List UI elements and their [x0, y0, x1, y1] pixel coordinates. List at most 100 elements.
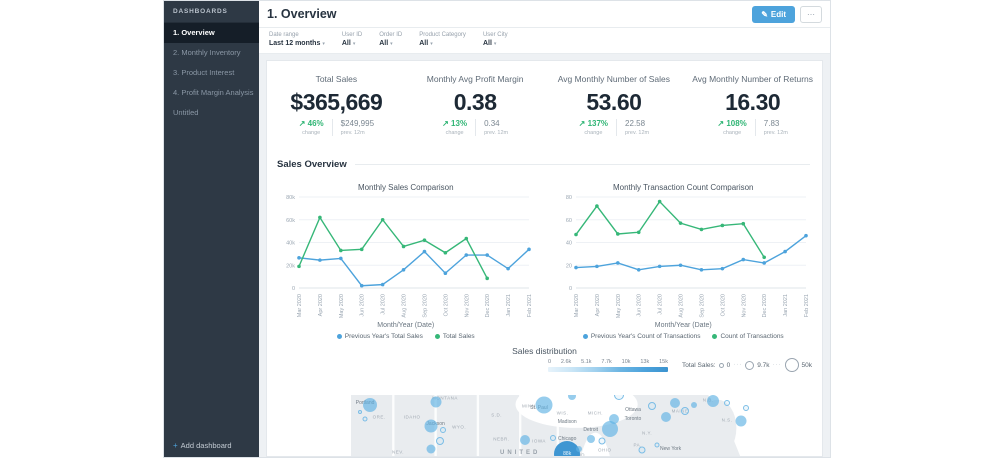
filter-bar: Date range Last 12 months ▾ User ID All ▾ …: [259, 28, 830, 54]
sidebar-spacer: [164, 123, 259, 433]
chart-title: Monthly Sales Comparison: [357, 183, 454, 192]
plus-icon: +: [173, 440, 178, 450]
color-scale-bar: [547, 367, 668, 372]
sidebar-nav: 1. Overview 2. Monthly Inventory 3. Produc…: [164, 23, 259, 123]
size-stop-value: 50k: [801, 361, 812, 369]
map-region-label: MICH.: [587, 410, 604, 416]
map-region-label: NEBR.: [493, 436, 510, 442]
kpi-value: 53.60: [586, 89, 642, 115]
map-region-label: IOWA: [532, 438, 546, 444]
sidebar-item[interactable]: 1. Overview: [164, 23, 259, 43]
kpi-title: Total Sales: [315, 74, 358, 84]
svg-text:Aug 2020: Aug 2020: [679, 294, 685, 318]
map-region-label: PA.: [633, 442, 642, 448]
svg-text:60: 60: [566, 218, 572, 224]
chevron-down-icon: ▾: [352, 40, 356, 47]
charts-row: Monthly Sales Comparison 0 20k 40k 60k 80k Ma…: [267, 173, 822, 340]
chart-widget[interactable]: Monthly Sales Comparison 0 20k 40k 60k 80k Ma…: [267, 173, 545, 340]
map-landmass: [351, 395, 821, 456]
filter-dropdown[interactable]: Order ID All ▾: [379, 32, 402, 48]
kpi-previous: 22.58 prev. 12m: [625, 119, 650, 136]
app-window: DASHBOARDS 1. Overview 2. Monthly Invento…: [163, 0, 831, 458]
sidebar-item[interactable]: 2. Monthly Inventory: [173, 48, 241, 57]
widget-card: Total Sales $365,669 ↗ 46% change $249,9…: [266, 60, 823, 457]
sidebar-item[interactable]: 4. Profit Margin Analysis: [173, 88, 254, 97]
scale-tick: 2.6k: [560, 359, 572, 365]
kpi-row: Total Sales $365,669 ↗ 46% change $249,9…: [267, 61, 822, 151]
svg-text:Apr 2020: Apr 2020: [318, 294, 324, 316]
chevron-down-icon: ▾: [390, 40, 393, 47]
kpi-change: ↗ 46% change: [299, 119, 333, 136]
filter-label: Order ID: [379, 32, 403, 39]
legend-dot-icon: [712, 334, 718, 339]
map-region-label: WIS.: [556, 410, 569, 416]
map-bubble: [430, 396, 442, 408]
line-chart-svg: 0 20 40 60 80 Mar 2020 Apr 2020 May 2020 Jun 202…: [566, 195, 810, 318]
legend-dot-icon: [582, 334, 588, 339]
kpi-sub-row: ↗ 46% change $249,995 prev. 12m: [267, 119, 406, 136]
svg-text:40k: 40k: [286, 241, 295, 247]
map-bubble: [424, 419, 438, 432]
svg-text:May 2020: May 2020: [616, 294, 622, 318]
map-bubble: [742, 404, 749, 411]
filter-dropdown[interactable]: Date range Last 12 months ▾: [269, 32, 325, 48]
scale-tick: 0: [547, 359, 552, 365]
sidebar-item[interactable]: 3. Product Interest: [173, 68, 235, 77]
edit-button[interactable]: ✎ Edit: [752, 5, 795, 23]
color-scale-legend: 0 2.6k 5.1k 7.7k 10k 13k 15k: [547, 359, 668, 372]
color-scale-ticks: 0 2.6k 5.1k 7.7k 10k 13k 15k: [548, 359, 668, 365]
x-axis-label: Month/Year (Date): [377, 322, 435, 329]
map-region-label: MONTANA: [432, 395, 458, 401]
section-divider: [354, 163, 810, 165]
size-legend-label: Total Sales:: [681, 361, 716, 369]
map-bubble: [586, 434, 595, 443]
pencil-icon: ✎: [761, 9, 768, 19]
kpi-title: Avg Monthly Number of Sales: [557, 74, 671, 84]
size-circle-icon: [718, 362, 724, 368]
svg-text:Sep 2020: Sep 2020: [422, 294, 428, 318]
chart-legend: Previous Year's Total Sales Total Sales: [336, 333, 475, 340]
map-bubble: [535, 396, 553, 414]
map-city-label: Chicago: [558, 435, 577, 442]
filter-label: Date range: [269, 32, 299, 39]
svg-text:Oct 2020: Oct 2020: [443, 294, 449, 316]
map-bubble: [358, 410, 363, 415]
svg-text:Sep 2020: Sep 2020: [700, 294, 706, 318]
svg-text:Oct 2020: Oct 2020: [721, 294, 727, 316]
add-dashboard-button[interactable]: + Add dashboard: [164, 433, 259, 457]
filter-value: All ▾: [379, 39, 393, 47]
map-bubble: [598, 437, 606, 445]
filter-label: Product Category: [419, 32, 466, 39]
svg-text:Feb 2021: Feb 2021: [527, 294, 533, 317]
map-region-label: S.D.: [491, 412, 503, 418]
chart-widget[interactable]: Monthly Transaction Count Comparison 0 20…: [545, 173, 823, 340]
filter-value: All ▾: [482, 39, 497, 47]
kpi-previous: 7.83 prev. 12m: [763, 119, 788, 136]
sidebar-item[interactable]: Untitled: [173, 108, 199, 117]
section-header: Sales Overview: [277, 157, 810, 171]
map-bubble: [654, 442, 659, 448]
legend-item: Total Sales: [434, 333, 475, 340]
filter-dropdown[interactable]: User ID All ▾: [342, 32, 362, 48]
filter-value: All ▾: [419, 39, 433, 47]
more-options-button[interactable]: ⋯: [800, 5, 822, 23]
map-bubble: [670, 397, 681, 408]
map-bubble: [609, 414, 620, 425]
add-dashboard-label: Add dashboard: [180, 440, 232, 450]
sales-distribution-map[interactable]: MONTANA MINN. S.D. WIS. MICH. ORE. IDAHO WYO. NE…: [351, 395, 821, 456]
filter-dropdown[interactable]: Product Category All ▾: [419, 32, 466, 48]
map-region-label: IDAHO: [403, 414, 421, 420]
map-region-label: MAINE: [671, 408, 689, 414]
dashboard-content: Total Sales $365,669 ↗ 46% change $249,9…: [259, 54, 830, 457]
svg-text:Mar 2020: Mar 2020: [297, 294, 303, 317]
chevron-down-icon: ▾: [430, 40, 433, 47]
svg-text:Jul 2020: Jul 2020: [658, 294, 664, 315]
edit-button-label: Edit: [770, 9, 786, 19]
filter-dropdown[interactable]: User City All ▾: [483, 32, 508, 48]
line-chart-svg: 0 20k 40k 60k 80k Mar 2020 Apr 2020 May 2020 Jun…: [286, 195, 533, 318]
kpi-card: Avg Monthly Number of Sales 53.60 ↗ 137%…: [545, 74, 684, 151]
map-bubble: [567, 395, 576, 400]
map-bubble: [706, 395, 719, 408]
svg-text:Nov 2020: Nov 2020: [742, 294, 748, 318]
map-city-label: Madison: [557, 418, 577, 425]
